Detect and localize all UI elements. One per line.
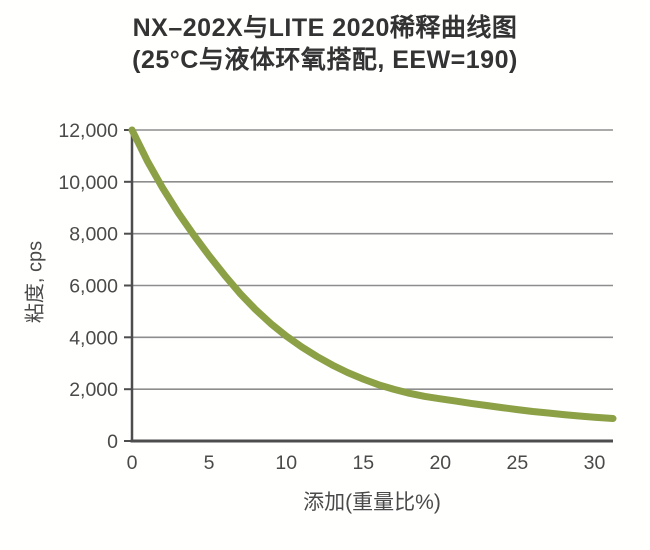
y-tick-label: 2,000 <box>69 379 118 401</box>
x-tick-label: 5 <box>204 452 215 474</box>
y-tick-label: 6,000 <box>69 276 118 298</box>
y-tick-label: 12,000 <box>58 120 118 142</box>
chart-title: NX–202X与LITE 2020稀释曲线图 (25°C与液体环氧搭配, EEW… <box>0 12 650 76</box>
y-tick-label: 8,000 <box>69 224 118 246</box>
x-axis-title: 添加(重量比%) <box>303 491 441 514</box>
y-tick-label: 4,000 <box>69 327 118 349</box>
chart-title-line1: NX–202X与LITE 2020稀释曲线图 <box>132 14 518 42</box>
chart-title-line2: (25°C与液体环氧搭配, EEW=190) <box>132 46 518 74</box>
y-tick-label: 10,000 <box>58 172 118 194</box>
x-tick-label: 0 <box>127 452 138 474</box>
x-tick-label: 20 <box>429 452 451 474</box>
x-tick-label: 30 <box>584 452 606 474</box>
x-tick-label: 25 <box>507 452 529 474</box>
x-tick-label: 15 <box>352 452 374 474</box>
viscosity-curve <box>128 126 617 422</box>
x-tick-label: 10 <box>275 452 297 474</box>
y-tick-label: 0 <box>107 431 118 453</box>
